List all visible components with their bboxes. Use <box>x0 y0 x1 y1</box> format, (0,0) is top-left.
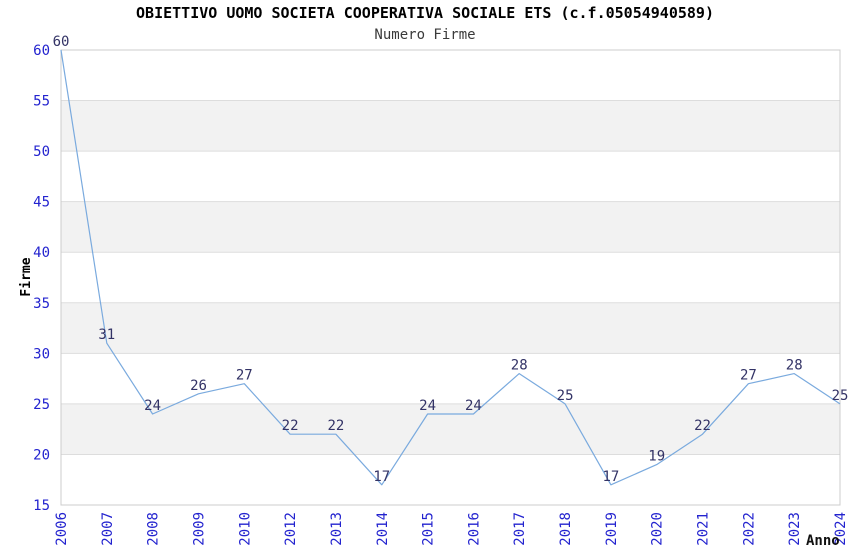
x-tick-label: 2023 <box>787 512 803 546</box>
data-label: 22 <box>327 418 344 434</box>
x-tick-label: 2012 <box>283 512 299 546</box>
plot-band <box>61 201 840 253</box>
x-tick-label: 2016 <box>466 512 482 546</box>
x-tick-label: 2021 <box>696 512 712 546</box>
data-label: 27 <box>740 368 757 384</box>
plot-band <box>61 302 840 354</box>
data-label: 19 <box>648 449 665 465</box>
data-label: 31 <box>98 327 115 343</box>
x-axis-title: Anno <box>806 533 840 549</box>
data-label: 24 <box>419 398 436 414</box>
y-tick-label: 40 <box>33 245 50 261</box>
x-tick-label: 2008 <box>146 512 162 546</box>
y-tick-label: 45 <box>33 195 50 211</box>
data-label: 22 <box>694 418 711 434</box>
data-line <box>60 49 841 486</box>
data-label: 17 <box>373 469 390 485</box>
x-tick-label: 2017 <box>512 512 528 546</box>
x-tick-label: 2024 <box>833 512 849 546</box>
data-label: 28 <box>786 358 803 374</box>
x-tick-label: 2007 <box>100 512 116 546</box>
data-label: 25 <box>557 388 574 404</box>
data-label: 24 <box>465 398 482 414</box>
x-tick-label: 2019 <box>604 512 620 546</box>
data-label: 60 <box>53 34 70 50</box>
data-label: 22 <box>282 418 299 434</box>
data-label: 28 <box>511 358 528 374</box>
x-tick-label: 2018 <box>558 512 574 546</box>
x-tick-label: 2009 <box>192 512 208 546</box>
y-tick-label: 50 <box>33 144 50 160</box>
data-label: 24 <box>144 398 161 414</box>
plot-border <box>60 49 841 506</box>
y-tick-label: 55 <box>33 94 50 110</box>
data-label: 27 <box>236 368 253 384</box>
x-tick-label: 2020 <box>650 512 666 546</box>
x-tick-label: 2014 <box>375 512 391 546</box>
y-tick-label: 15 <box>33 498 50 514</box>
plot-band <box>61 100 840 152</box>
x-tick-label: 2022 <box>741 512 757 546</box>
plot-band <box>61 403 840 455</box>
x-tick-label: 2015 <box>421 512 437 546</box>
y-tick-label: 60 <box>33 43 50 59</box>
x-tick-label: 2013 <box>329 512 345 546</box>
y-tick-label: 25 <box>33 397 50 413</box>
data-label: 25 <box>832 388 849 404</box>
y-tick-label: 30 <box>33 346 50 362</box>
chart-title: OBIETTIVO UOMO SOCIETA COOPERATIVA SOCIA… <box>136 4 714 22</box>
chart-subtitle: Numero Firme <box>374 27 476 43</box>
x-tick-label: 2006 <box>54 512 70 546</box>
data-label: 17 <box>602 469 619 485</box>
y-tick-label: 20 <box>33 447 50 463</box>
y-tick-label: 35 <box>33 296 50 312</box>
data-label: 26 <box>190 378 207 394</box>
x-tick-label: 2010 <box>237 512 253 546</box>
